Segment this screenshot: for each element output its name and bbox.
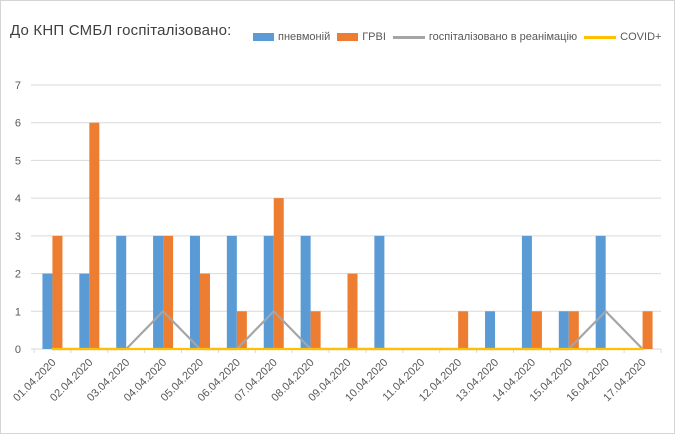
y-axis-tick-label-5: 5 bbox=[15, 155, 21, 167]
bar-ГРВІ-02.04.2020 bbox=[89, 122, 100, 349]
bar-пневмоній-04.04.2020 bbox=[153, 235, 164, 349]
bar-пневмоній-07.04.2020 bbox=[263, 235, 274, 349]
legend-label-covid: COVID+ bbox=[620, 31, 662, 43]
legend-swatch-pneumonia-bar bbox=[253, 33, 274, 41]
y-axis-tick-label-6: 6 bbox=[15, 118, 21, 130]
legend: пневмоній ГРВІ госпіталізовано в реаніма… bbox=[253, 31, 661, 43]
legend-swatch-grvi-bar bbox=[337, 33, 359, 41]
y-axis-tick-label-4: 4 bbox=[15, 193, 21, 205]
bar-ГРВІ-12.04.2020 bbox=[458, 311, 469, 349]
bar-ГРВІ-15.04.2020 bbox=[568, 311, 579, 349]
bar-ГРВІ-09.04.2020 bbox=[347, 273, 358, 349]
y-axis-tick-label-2: 2 bbox=[15, 269, 21, 281]
bar-ГРВІ-05.04.2020 bbox=[199, 273, 210, 349]
bar-пневмоній-13.04.2020 bbox=[485, 311, 496, 349]
bar-пневмоній-16.04.2020 bbox=[595, 235, 606, 349]
bar-пневмоній-01.04.2020 bbox=[42, 273, 53, 349]
bar-ГРВІ-01.04.2020 bbox=[52, 235, 63, 349]
bar-пневмоній-10.04.2020 bbox=[374, 235, 385, 349]
plot-area: 0123456701.04.202002.04.202003.04.202004… bbox=[11, 80, 662, 404]
bar-пневмоній-02.04.2020 bbox=[79, 273, 90, 349]
bar-ГРВІ-04.04.2020 bbox=[163, 235, 174, 349]
legend-swatch-reanimation-line bbox=[392, 35, 425, 39]
legend-item-pneumonia: пневмоній bbox=[253, 31, 330, 43]
bar-ГРВІ-17.04.2020 bbox=[642, 311, 653, 349]
bar-пневмоній-15.04.2020 bbox=[558, 311, 569, 349]
legend-label-reanimation: госпіталізовано в реанімацію bbox=[428, 31, 578, 43]
bar-ГРВІ-08.04.2020 bbox=[310, 311, 321, 349]
bar-пневмоній-06.04.2020 bbox=[226, 235, 237, 349]
y-axis-tick-label-1: 1 bbox=[15, 306, 21, 318]
legend-item-reanimation: госпіталізовано в реанімацію bbox=[392, 31, 578, 43]
bar-ГРВІ-06.04.2020 bbox=[236, 311, 247, 349]
bar-пневмоній-03.04.2020 bbox=[116, 235, 127, 349]
legend-label-grvi: ГРВІ bbox=[362, 31, 386, 43]
bar-ГРВІ-07.04.2020 bbox=[273, 198, 284, 349]
y-axis-tick-label-7: 7 bbox=[15, 80, 21, 92]
bar-пневмоній-05.04.2020 bbox=[189, 235, 200, 349]
bar-пневмоній-14.04.2020 bbox=[521, 235, 532, 349]
y-axis-tick-label-3: 3 bbox=[15, 231, 21, 243]
bar-пневмоній-08.04.2020 bbox=[300, 235, 311, 349]
legend-item-covid: COVID+ bbox=[584, 31, 661, 43]
y-axis-tick-label-0: 0 bbox=[15, 344, 21, 356]
legend-item-grvi: ГРВІ bbox=[337, 31, 386, 43]
legend-swatch-covid-line bbox=[584, 35, 617, 39]
bar-ГРВІ-14.04.2020 bbox=[531, 311, 542, 349]
chart-title: До КНП СМБЛ госпіталізовано: bbox=[10, 22, 232, 39]
legend-label-pneumonia: пневмоній bbox=[278, 31, 331, 43]
